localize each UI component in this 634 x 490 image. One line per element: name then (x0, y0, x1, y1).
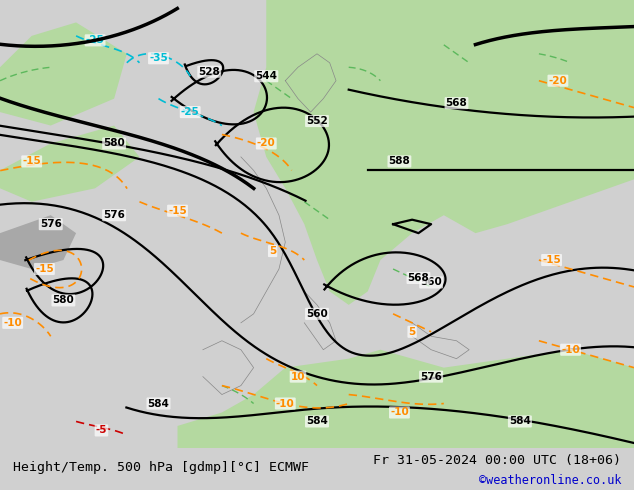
Polygon shape (254, 0, 634, 305)
Text: 576: 576 (40, 219, 61, 229)
Text: 588: 588 (389, 156, 410, 167)
Text: -20: -20 (257, 139, 276, 148)
Text: 580: 580 (53, 295, 74, 305)
Text: 560: 560 (420, 277, 442, 288)
Text: -15: -15 (168, 206, 187, 216)
Text: -15: -15 (542, 255, 561, 265)
Text: 576: 576 (420, 371, 442, 382)
Text: 576: 576 (103, 210, 125, 220)
Text: 584: 584 (509, 416, 531, 426)
Text: 560: 560 (306, 309, 328, 319)
Text: Height/Temp. 500 hPa [gdmp][°C] ECMWF: Height/Temp. 500 hPa [gdmp][°C] ECMWF (13, 461, 309, 474)
Text: 5: 5 (408, 327, 416, 337)
Text: 5: 5 (269, 246, 276, 256)
Text: 580: 580 (103, 139, 125, 148)
Text: 544: 544 (256, 71, 277, 81)
Text: -25: -25 (86, 35, 105, 46)
Polygon shape (178, 350, 634, 448)
Text: 10: 10 (291, 371, 305, 382)
Text: -10: -10 (390, 408, 409, 417)
Text: -10: -10 (561, 344, 580, 355)
Text: -15: -15 (22, 156, 41, 167)
Text: -10: -10 (276, 398, 295, 409)
Text: 584: 584 (148, 398, 169, 409)
Text: -5: -5 (96, 425, 107, 436)
Text: ©weatheronline.co.uk: ©weatheronline.co.uk (479, 474, 621, 488)
Text: 568: 568 (446, 98, 467, 108)
Text: -15: -15 (35, 264, 54, 274)
Text: 584: 584 (306, 416, 328, 426)
Text: -25: -25 (181, 107, 200, 117)
Text: 528: 528 (198, 67, 220, 77)
Text: Fr 31-05-2024 00:00 UTC (18+06): Fr 31-05-2024 00:00 UTC (18+06) (373, 454, 621, 466)
Text: 552: 552 (306, 116, 328, 126)
Polygon shape (539, 23, 634, 67)
Text: -35: -35 (149, 53, 168, 63)
Text: -10: -10 (3, 318, 22, 328)
Polygon shape (0, 23, 127, 125)
Text: -20: -20 (548, 75, 567, 86)
Text: 568: 568 (408, 273, 429, 283)
Polygon shape (0, 125, 139, 202)
Polygon shape (0, 215, 76, 269)
